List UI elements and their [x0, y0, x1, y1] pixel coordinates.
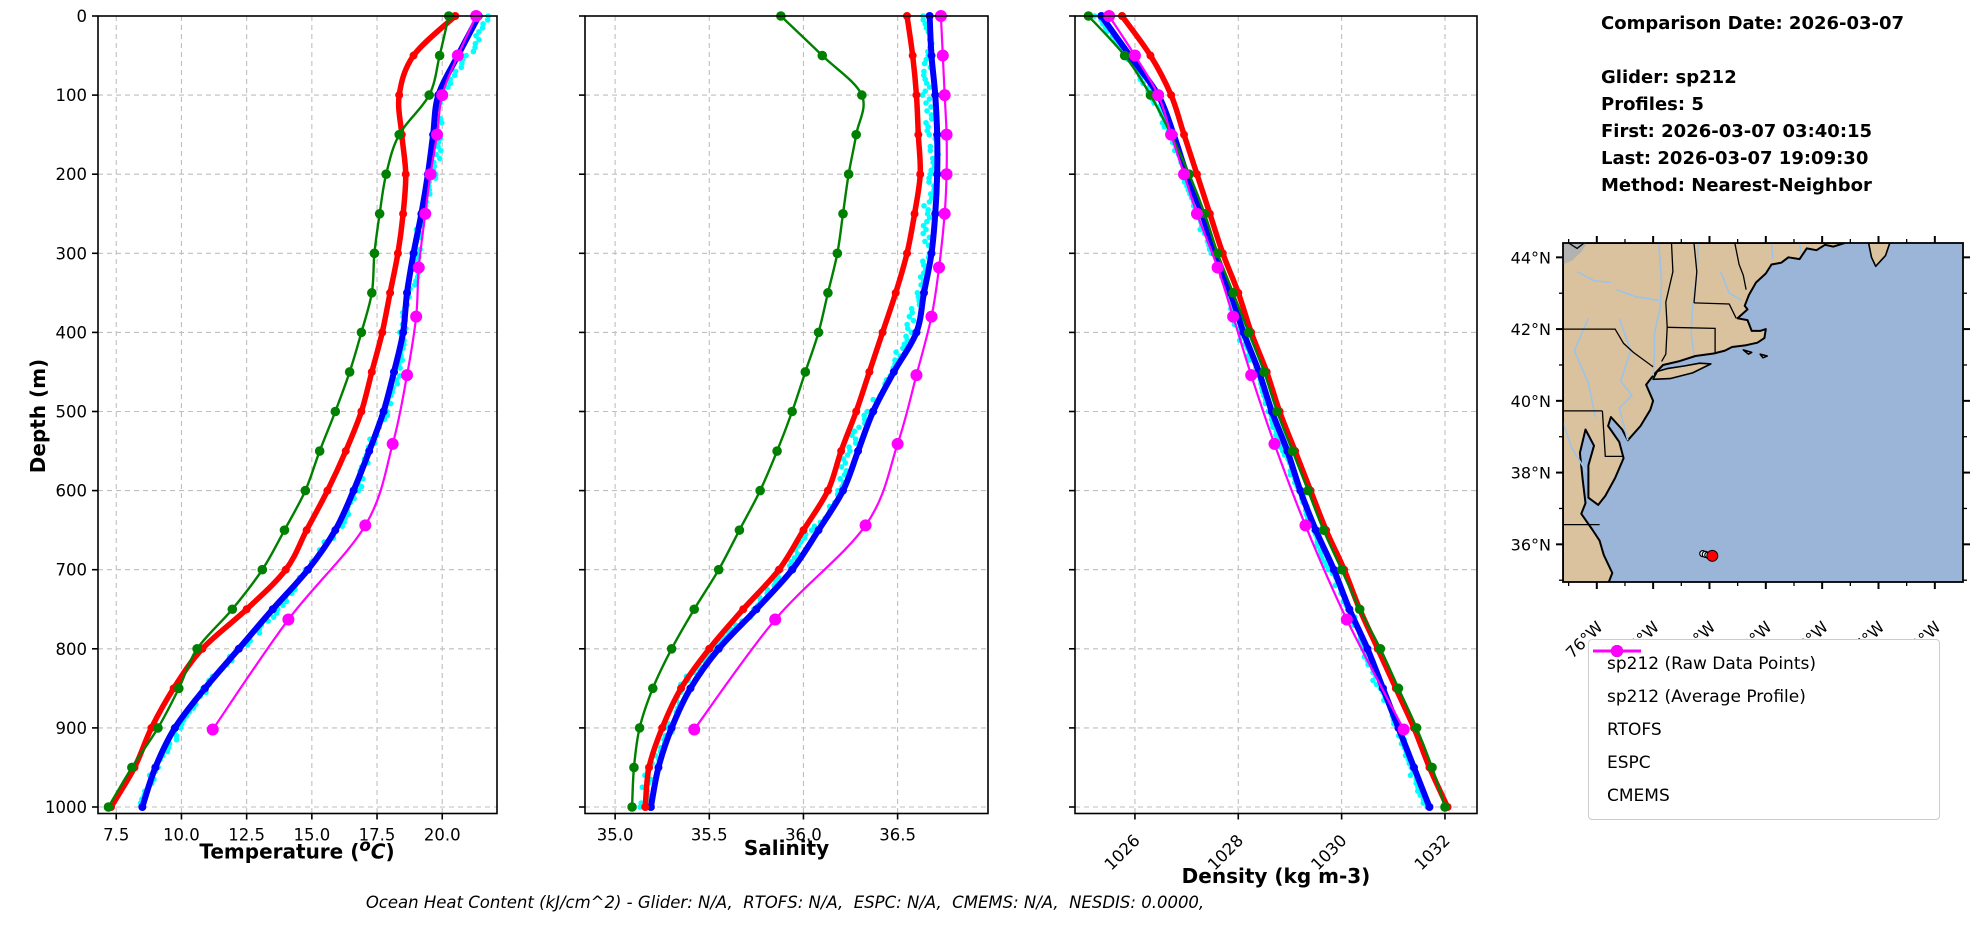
svg-text:40°N: 40°N — [1511, 392, 1551, 411]
svg-text:36.0: 36.0 — [785, 826, 822, 845]
svg-text:17.5: 17.5 — [359, 826, 396, 845]
map-area — [1563, 243, 1963, 582]
svg-text:800: 800 — [56, 640, 88, 659]
temperature-cmems-series — [206, 10, 483, 736]
svg-text:35.0: 35.0 — [597, 826, 634, 845]
glider-current-position — [1706, 549, 1719, 562]
density-cmems-series — [1103, 10, 1410, 736]
river-line — [1618, 318, 1634, 441]
svg-text:15.0: 15.0 — [293, 826, 330, 845]
map-frame — [1562, 242, 1964, 583]
method: Method: Nearest-Neighbor — [1601, 175, 1872, 196]
state-border — [1693, 302, 1737, 319]
legend-item-sp212-average-profile: sp212 (Average Profile) — [1593, 645, 1929, 713]
temperature-axis-label-sup: o — [359, 836, 371, 855]
salinity-sp212-average-profile-series — [646, 12, 942, 811]
density-espc-series — [1083, 11, 1450, 812]
legend-item-label: RTOFS — [1607, 719, 1662, 740]
svg-text:400: 400 — [56, 323, 88, 342]
salinity-chart: 35.0 35.5 36.0 36.5 — [579, 10, 989, 845]
salinity-espc-series — [627, 11, 867, 812]
legend-item-sp212-raw-data-points: sp212 (Raw Data Points) — [1599, 647, 1929, 680]
temperature-axis-label: Temperature (oC) — [97, 836, 497, 864]
temperature-chart: 7.5 10.0 12.5 15.0 17.5 20.0 0 100 200 300 400 500 6… — [45, 7, 498, 845]
river-line — [1576, 270, 1611, 284]
river-line — [1616, 288, 1659, 302]
salinity-axis-label: Salinity — [743, 836, 830, 860]
grey-region — [1563, 243, 1587, 265]
ocean-heat-content-caption: Ocean Heat Content (kJ/cm^2) - Glider: N… — [365, 893, 1205, 912]
legend-item-label: ESPC — [1607, 752, 1651, 773]
density-chart: 1026 1028 1030 1032 — [1069, 10, 1478, 874]
profile-charts: 7.5 10.0 12.5 15.0 17.5 20.0 0 100 200 300 400 500 6… — [45, 7, 1478, 874]
river-line — [1652, 243, 1663, 376]
state-border — [1601, 410, 1624, 458]
legend: sp212 (Raw Data Points) sp212 (Average Pr… — [1588, 639, 1940, 820]
svg-text:600: 600 — [56, 482, 88, 501]
svg-text:36.5: 36.5 — [879, 826, 916, 845]
svg-text:700: 700 — [56, 561, 88, 580]
land-polygon — [1759, 353, 1768, 359]
svg-text:500: 500 — [56, 403, 88, 422]
svg-text:36°N: 36°N — [1511, 535, 1551, 554]
state-border — [1693, 243, 1698, 303]
land-polygon — [1652, 362, 1712, 381]
river-line — [1770, 243, 1774, 260]
state-border — [1568, 243, 1585, 250]
salinity-ticks: 35.0 35.5 36.0 36.5 — [579, 15, 916, 845]
cmems-marker-icon — [1593, 645, 1641, 657]
river-line — [1573, 317, 1597, 418]
river-line — [1798, 243, 1802, 254]
temperature-axis-label-close: ) — [385, 839, 395, 864]
density-axis-label: Density (kg m-3) — [1181, 864, 1371, 888]
river-line — [1719, 271, 1743, 302]
svg-text:900: 900 — [56, 719, 88, 738]
land-polygon — [1742, 349, 1753, 356]
svg-text:200: 200 — [56, 165, 88, 184]
svg-text:300: 300 — [56, 244, 88, 263]
temperature-axis-label-text: Temperature ( — [199, 839, 360, 864]
svg-text:0: 0 — [77, 7, 88, 26]
svg-text:100: 100 — [56, 86, 88, 105]
river-line — [1690, 243, 1699, 355]
svg-text:10.0: 10.0 — [163, 826, 200, 845]
state-border — [1734, 243, 1747, 290]
svg-text:12.5: 12.5 — [228, 826, 265, 845]
first-profile-time: First: 2026-03-07 03:40:15 — [1601, 121, 1873, 142]
river-line — [1563, 422, 1588, 474]
state-border — [1563, 328, 1654, 368]
location-map: 44°N42°N40°N38°N36°N76°W74°W72°W70°W68°W… — [1511, 236, 1970, 662]
legend-item-label: sp212 (Average Profile) — [1607, 686, 1806, 707]
temperature-axis-label-var: C — [370, 839, 386, 864]
svg-text:42°N: 42°N — [1511, 320, 1551, 339]
svg-text:1000: 1000 — [45, 798, 87, 817]
legend-item-label: sp212 (Raw Data Points) — [1607, 653, 1816, 674]
legend-item-rtofs: RTOFS — [1593, 645, 1929, 746]
temperature-ticks: 7.5 10.0 12.5 15.0 17.5 20.0 0 100 200 300 400 500 6… — [45, 7, 461, 845]
comparison-date: Comparison Date: 2026-03-07 — [1601, 13, 1905, 34]
svg-text:7.5: 7.5 — [103, 826, 129, 845]
state-border — [1661, 243, 1674, 362]
land-polygon — [1867, 243, 1891, 268]
salinity-rtofs-series — [641, 12, 925, 811]
glider-name: Glider: sp212 — [1601, 67, 1737, 88]
temperature-espc-series — [103, 11, 454, 812]
svg-text:20.0: 20.0 — [424, 826, 461, 845]
profiles-count: Profiles: 5 — [1601, 94, 1704, 115]
legend-item-label: CMEMS — [1607, 785, 1670, 806]
svg-text:44°N: 44°N — [1511, 248, 1551, 267]
last-profile-time: Last: 2026-03-07 19:09:30 — [1601, 148, 1869, 169]
state-border — [1667, 326, 1716, 353]
legend-item-cmems: CMEMS — [1593, 645, 1929, 812]
svg-text:35.5: 35.5 — [691, 826, 728, 845]
legend-item-espc: ESPC — [1593, 645, 1929, 779]
svg-text:38°N: 38°N — [1511, 464, 1551, 483]
